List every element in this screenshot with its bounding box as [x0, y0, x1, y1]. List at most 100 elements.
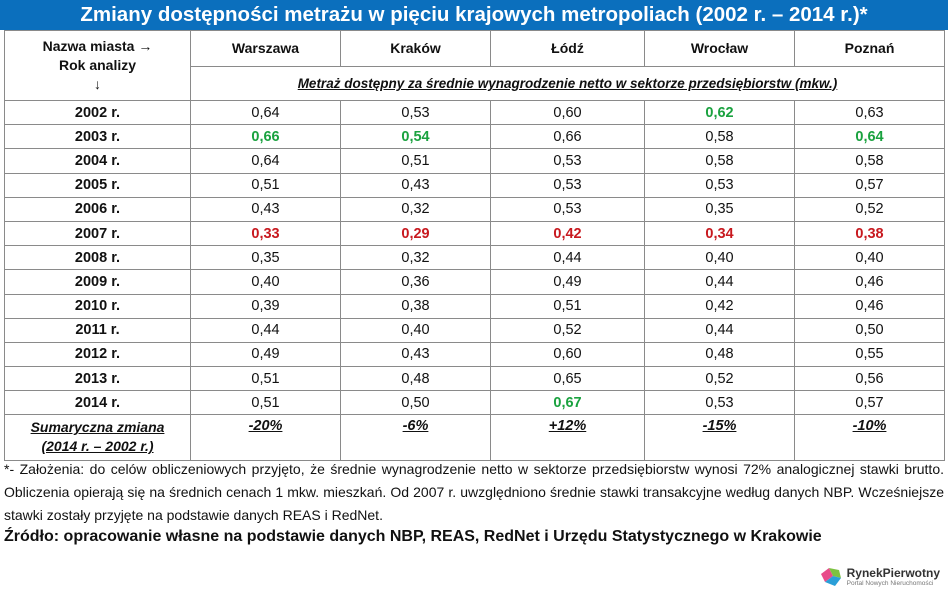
- value-cell: 0,57: [794, 390, 945, 416]
- value-cell: 0,44: [190, 317, 341, 343]
- value-cell: 0,60: [490, 99, 645, 126]
- value-cell: 0,50: [794, 317, 945, 343]
- summary-value: +12%: [490, 414, 645, 462]
- logo-tagline: Portal Nowych Nieruchomości: [846, 579, 934, 587]
- value-cell: 0,42: [644, 293, 795, 319]
- year-cell: 2008 r.: [4, 245, 191, 271]
- value-cell: 0,53: [490, 148, 645, 174]
- year-cell: 2013 r.: [4, 366, 191, 392]
- footnote: *- Założenia: do celów obliczeniowych pr…: [4, 458, 944, 527]
- value-cell: 0,64: [190, 99, 341, 126]
- table-row: 2009 r. 0,40 0,36 0,49 0,44 0,46: [4, 269, 945, 295]
- year-cell: 2002 r.: [4, 99, 191, 126]
- year-cell: 2004 r.: [4, 148, 191, 174]
- value-cell: 0,43: [340, 341, 491, 368]
- value-cell: 0,36: [340, 269, 491, 295]
- table-row: 2014 r. 0,51 0,50 0,67 0,53 0,57: [4, 390, 945, 416]
- table-row: 2008 r. 0,35 0,32 0,44 0,40 0,40: [4, 245, 945, 271]
- value-cell: 0,48: [644, 341, 795, 368]
- table-row: 2002 r. 0,64 0,53 0,60 0,62 0,63: [4, 99, 945, 126]
- value-cell: 0,48: [340, 366, 491, 392]
- value-cell: 0,58: [644, 148, 795, 174]
- summary-label-line1: Sumaryczna zmiana: [30, 419, 165, 436]
- value-cell: 0,32: [340, 245, 491, 271]
- table-body: 2002 r. 0,64 0,53 0,60 0,62 0,63 2003 r. 0,66 0,…: [4, 99, 945, 462]
- value-cell: 0,39: [190, 293, 341, 319]
- value-cell: 0,51: [190, 172, 341, 198]
- value-cell: 0,42: [490, 220, 645, 247]
- column-header: Kraków: [340, 30, 491, 67]
- data-table: Nazwa miasta → Rok analizy ↓ Warszawa Kr…: [4, 30, 945, 462]
- value-cell: 0,53: [644, 390, 795, 416]
- value-cell: 0,52: [644, 366, 795, 392]
- table-title: Zmiany dostępności metrażu w pięciu kraj…: [0, 0, 948, 30]
- value-cell: 0,53: [340, 99, 491, 126]
- summary-value: -10%: [794, 414, 945, 462]
- value-cell: 0,35: [190, 245, 341, 271]
- value-cell: 0,65: [490, 366, 645, 392]
- value-cell: 0,43: [340, 172, 491, 198]
- value-cell: 0,57: [794, 172, 945, 198]
- column-header: Wrocław: [644, 30, 795, 67]
- value-cell: 0,55: [794, 341, 945, 368]
- year-cell: 2011 r.: [4, 317, 191, 343]
- value-cell: 0,54: [340, 124, 491, 150]
- footnote-text: *- Założenia: do celów obliczeniowych pr…: [4, 461, 944, 523]
- table-row: 2010 r. 0,39 0,38 0,51 0,42 0,46: [4, 293, 945, 319]
- corner-arrow-icon: ↓: [94, 76, 101, 92]
- value-cell: 0,67: [490, 390, 645, 416]
- corner-header: Nazwa miasta → Rok analizy ↓: [4, 30, 191, 101]
- value-cell: 0,32: [340, 196, 491, 222]
- corner-line-year: Rok analizy: [58, 57, 137, 73]
- year-cell: 2006 r.: [4, 196, 191, 222]
- summary-label-line2: (2014 r. – 2002 r.): [41, 438, 154, 455]
- summary-row: Sumaryczna zmiana (2014 r. – 2002 r.) -20%…: [4, 414, 945, 462]
- summary-label: Sumaryczna zmiana (2014 r. – 2002 r.): [4, 414, 191, 462]
- table-row: 2003 r. 0,66 0,54 0,66 0,58 0,64: [4, 124, 945, 150]
- value-cell: 0,53: [490, 172, 645, 198]
- table-row: 2007 r. 0,33 0,29 0,42 0,34 0,38: [4, 220, 945, 247]
- value-cell: 0,33: [190, 220, 341, 247]
- value-cell: 0,40: [340, 317, 491, 343]
- summary-value: -15%: [644, 414, 795, 462]
- year-cell: 2005 r.: [4, 172, 191, 198]
- table-row: 2004 r. 0,64 0,51 0,53 0,58 0,58: [4, 148, 945, 174]
- value-cell: 0,40: [644, 245, 795, 271]
- table-row: 2012 r. 0,49 0,43 0,60 0,48 0,55: [4, 341, 945, 368]
- value-cell: 0,49: [190, 341, 341, 368]
- logo-icon: [820, 568, 841, 586]
- year-cell: 2009 r.: [4, 269, 191, 295]
- value-cell: 0,51: [190, 390, 341, 416]
- source-note: Źródło: opracowanie własne na podstawie …: [4, 528, 822, 545]
- summary-value: -20%: [190, 414, 341, 462]
- value-cell: 0,53: [644, 172, 795, 198]
- value-cell: 0,38: [794, 220, 945, 247]
- value-cell: 0,52: [794, 196, 945, 222]
- value-cell: 0,40: [794, 245, 945, 271]
- value-cell: 0,51: [340, 148, 491, 174]
- year-cell: 2010 r.: [4, 293, 191, 319]
- value-cell: 0,44: [644, 269, 795, 295]
- value-cell: 0,40: [190, 269, 341, 295]
- table-row: 2005 r. 0,51 0,43 0,53 0,53 0,57: [4, 172, 945, 198]
- value-cell: 0,50: [340, 390, 491, 416]
- value-cell: 0,63: [794, 99, 945, 126]
- table-row: 2013 r. 0,51 0,48 0,65 0,52 0,56: [4, 366, 945, 392]
- value-cell: 0,46: [794, 293, 945, 319]
- value-cell: 0,53: [490, 196, 645, 222]
- logo-name: RynekPierwotny: [846, 565, 940, 580]
- logo: RynekPierwotny Portal Nowych Nieruchomoś…: [819, 566, 940, 588]
- value-cell: 0,46: [794, 269, 945, 295]
- metric-subheader: Metraż dostępny za średnie wynagrodzenie…: [190, 65, 945, 102]
- value-cell: 0,44: [644, 317, 795, 343]
- column-header: Łódź: [490, 30, 645, 67]
- value-cell: 0,49: [490, 269, 645, 295]
- value-cell: 0,60: [490, 341, 645, 368]
- value-cell: 0,66: [190, 124, 341, 150]
- table-row: 2011 r. 0,44 0,40 0,52 0,44 0,50: [4, 317, 945, 343]
- year-cell: 2014 r.: [4, 390, 191, 416]
- value-cell: 0,51: [190, 366, 341, 392]
- value-cell: 0,38: [340, 293, 491, 319]
- year-cell: 2003 r.: [4, 124, 191, 150]
- value-cell: 0,64: [190, 148, 341, 174]
